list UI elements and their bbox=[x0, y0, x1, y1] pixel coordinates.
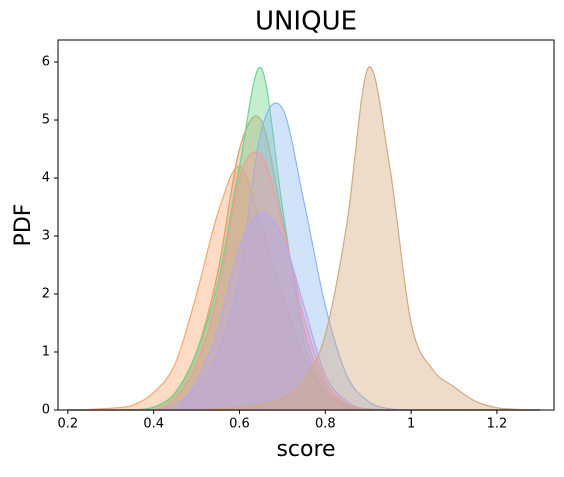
plot-frame bbox=[57, 39, 555, 411]
y-tick-label: 0 bbox=[42, 403, 50, 418]
y-tick-label: 1 bbox=[42, 345, 50, 360]
x-tick-label: 0.8 bbox=[315, 417, 336, 432]
x-tick-label: 1.2 bbox=[487, 417, 508, 432]
x-axis-label: score bbox=[276, 437, 335, 462]
x-tick-label: 0.2 bbox=[58, 417, 79, 432]
chart-title: UNIQUE bbox=[255, 7, 357, 37]
y-tick-label: 2 bbox=[42, 287, 50, 302]
x-tick-label: 0.6 bbox=[229, 417, 250, 432]
y-tick-label: 3 bbox=[42, 229, 50, 244]
y-axis-label: PDF bbox=[11, 204, 36, 247]
x-tick-label: 1 bbox=[407, 417, 415, 432]
y-tick-label: 4 bbox=[42, 171, 50, 186]
x-tick-label: 0.4 bbox=[143, 417, 164, 432]
y-tick-label: 6 bbox=[42, 55, 50, 70]
y-tick-label: 5 bbox=[42, 113, 50, 128]
